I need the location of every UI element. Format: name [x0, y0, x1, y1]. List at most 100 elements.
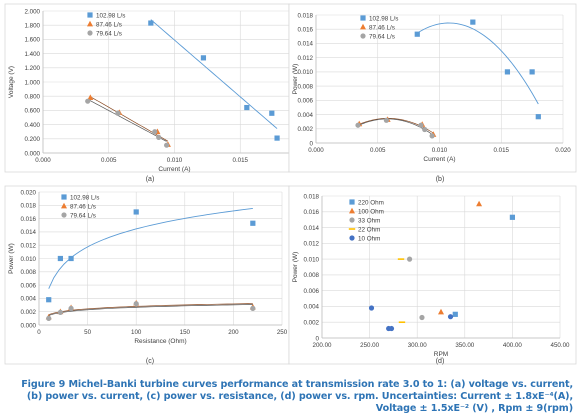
- legend-label: 79.64 L/s: [369, 33, 395, 40]
- chart-panel-b: 0 0.002 0.004 0.006 0.008 0.010 0.012 0.014 0.01…: [288, 3, 577, 183]
- x-tick-label: 0.010: [167, 157, 183, 164]
- x-tick-label: 450.00: [551, 342, 570, 349]
- data-point: [360, 15, 366, 21]
- x-tick-label: 0.005: [101, 157, 117, 164]
- legend-label: 102.98 L/s: [70, 194, 99, 201]
- y-tick-label: 0.008: [298, 83, 314, 90]
- data-point: [349, 207, 355, 214]
- legend-entry: 87.46 L/s: [360, 23, 395, 31]
- legend-entry: 102.98 L/s: [61, 194, 99, 201]
- data-point: [349, 235, 355, 241]
- data-point: [360, 23, 366, 30]
- y-tick-label: 0.004: [298, 112, 314, 119]
- data-point: [529, 69, 535, 75]
- legend-label: 87.46 L/s: [369, 24, 395, 31]
- data-point: [68, 305, 74, 311]
- series-79-64-l-s: [85, 98, 170, 148]
- data-point: [274, 135, 280, 141]
- x-axis-title: Current (A): [423, 156, 455, 163]
- x-tick-label: 350.00: [455, 342, 474, 349]
- panel-label: (d): [436, 358, 445, 365]
- trendline: [48, 304, 253, 316]
- y-tick-label: 1.400: [25, 51, 41, 58]
- data-point: [429, 133, 435, 139]
- legend-entry: 10 Ohm: [349, 235, 380, 242]
- y-tick-label: 0.018: [21, 203, 37, 210]
- y-tick-label: 0.014: [304, 225, 320, 232]
- y-tick-label: 0.002: [298, 126, 314, 133]
- legend-entry: 79.64 L/s: [360, 33, 395, 40]
- data-point: [87, 94, 94, 101]
- y-tick-label: 1.600: [25, 37, 41, 44]
- trendline: [417, 22, 539, 105]
- x-tick-label: 250: [277, 329, 288, 336]
- y-tick-label: 0.020: [21, 189, 37, 196]
- series-100-ohm: [438, 200, 483, 315]
- data-point: [269, 110, 275, 116]
- data-point: [87, 12, 93, 18]
- data-point: [244, 104, 250, 111]
- legend-entry: 102.98 L/s: [360, 15, 398, 22]
- y-tick-label: 0.002: [304, 320, 320, 327]
- y-tick-label: 1.800: [25, 23, 41, 30]
- y-tick-label: 0.006: [21, 282, 37, 289]
- series-33-ohm: [406, 256, 425, 321]
- y-tick-label: 0.014: [298, 41, 314, 48]
- series-102-98-l-s: [148, 19, 280, 141]
- chart-panel-d: 0 0.002 0.004 0.006 0.008 0.010 0.012 0.014 0.01…: [288, 185, 577, 365]
- series-79-64-l-s: [46, 301, 256, 321]
- legend-entry: 100 Ohm: [349, 207, 384, 215]
- data-point: [164, 142, 170, 148]
- legend-entry: 87.46 L/s: [87, 20, 122, 28]
- y-tick-label: 2.000: [25, 8, 41, 15]
- data-point: [418, 122, 424, 128]
- y-tick-label: 0.016: [304, 209, 320, 216]
- x-tick-label: 0.005: [370, 147, 386, 154]
- chart-panel-a: 0.000 0.200 0.400 0.600 0.800 1.000 1.200 1.400…: [4, 3, 314, 183]
- x-axis-title: Resistance (Ohm): [134, 338, 186, 345]
- data-point: [438, 308, 444, 315]
- data-point: [397, 258, 405, 260]
- y-tick-label: 0.016: [298, 27, 314, 34]
- legend-label: 79.64 L/s: [96, 30, 122, 37]
- trendline: [48, 208, 253, 289]
- chart-frame: [4, 3, 290, 173]
- legend-label: 22 Ohm: [358, 226, 380, 233]
- chart-panel-c: 0.000 0.002 0.004 0.006 0.008 0.010 0.012 0.014…: [4, 185, 290, 365]
- figure-caption: Figure 9 Michel-Banki turbine curves per…: [21, 379, 573, 414]
- x-tick-label: 200: [228, 329, 239, 336]
- x-tick-label: 0.000: [308, 147, 324, 154]
- y-axis-title: Power (W): [8, 243, 15, 274]
- y-tick-label: 0.010: [298, 69, 314, 76]
- x-axis-title: RPM: [434, 351, 448, 358]
- x-tick-label: 250.00: [360, 342, 379, 349]
- data-point: [452, 311, 458, 317]
- data-point: [422, 126, 428, 133]
- y-tick-label: 0.010: [304, 256, 320, 263]
- legend-label: 10 Ohm: [358, 235, 380, 242]
- data-point: [148, 20, 154, 26]
- y-tick-label: 0.008: [21, 269, 37, 276]
- y-tick-label: 0.200: [25, 136, 41, 143]
- data-point: [46, 297, 52, 303]
- y-tick-label: 0.000: [21, 322, 37, 329]
- trendline: [150, 19, 278, 129]
- legend-label: 33 Ohm: [358, 217, 380, 224]
- data-point: [61, 194, 67, 200]
- y-tick-label: 0: [316, 335, 320, 342]
- y-tick-label: 0.000: [25, 150, 41, 157]
- y-tick-label: 0: [310, 140, 314, 147]
- series-102-98-l-s: [46, 208, 256, 303]
- x-tick-label: 50: [84, 329, 91, 336]
- y-tick-label: 0.002: [21, 309, 37, 316]
- y-tick-label: 0.004: [21, 296, 37, 303]
- data-point: [398, 321, 406, 324]
- data-point: [85, 98, 91, 104]
- data-point: [250, 305, 256, 311]
- x-tick-label: 300.00: [408, 342, 427, 349]
- data-point: [349, 217, 355, 223]
- y-tick-label: 0.014: [21, 229, 37, 236]
- data-point: [509, 214, 515, 220]
- x-tick-label: 0: [37, 329, 41, 336]
- data-point: [355, 122, 361, 128]
